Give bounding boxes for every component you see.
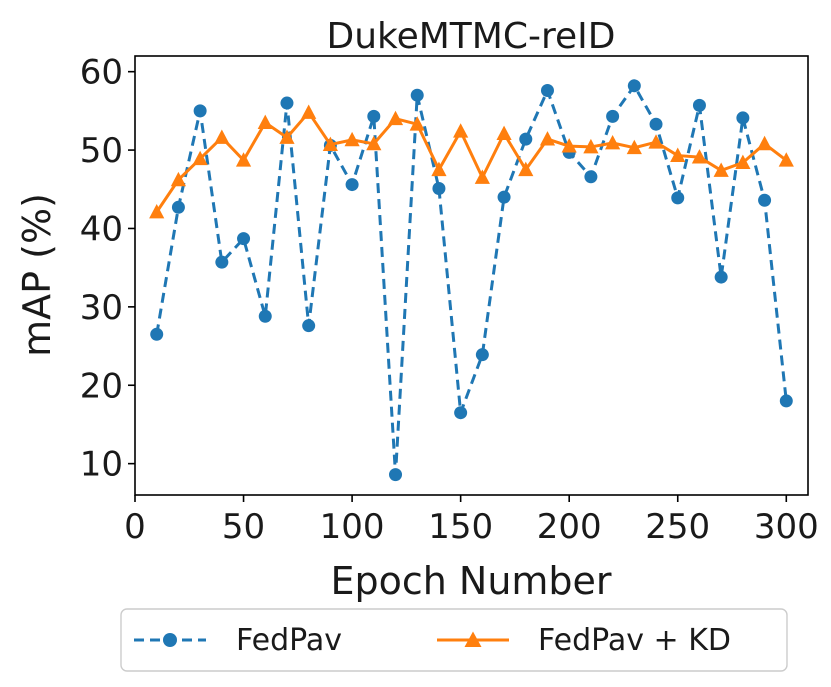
data-point-fedpav-kd-epoch-290: [756, 135, 773, 151]
data-point-fedpav-epoch-60: [258, 309, 272, 323]
data-point-fedpav-kd-epoch-30: [192, 150, 208, 166]
data-point-fedpav-kd-epoch-270: [713, 162, 729, 177]
data-point-fedpav-epoch-150: [454, 406, 468, 420]
data-point-fedpav-kd-epoch-70: [279, 129, 295, 144]
data-point-fedpav-kd-epoch-60: [257, 114, 273, 130]
data-point-fedpav-kd-epoch-100: [344, 131, 360, 147]
data-point-fedpav-epoch-220: [606, 109, 620, 123]
data-point-fedpav-kd-epoch-200: [561, 138, 577, 153]
data-point-fedpav-kd-epoch-220: [605, 135, 621, 150]
data-point-fedpav-epoch-250: [671, 191, 685, 205]
chart-title: DukeMTMC-reID: [327, 16, 616, 57]
data-point-fedpav-epoch-50: [237, 232, 251, 246]
data-point-fedpav-kd-epoch-170: [496, 125, 512, 141]
data-point-fedpav-kd-epoch-210: [583, 138, 599, 154]
data-point-fedpav-kd-epoch-40: [214, 129, 230, 144]
data-point-fedpav-epoch-70: [280, 96, 294, 110]
data-point-fedpav-epoch-80: [302, 319, 316, 333]
y-tick-label: 50: [80, 131, 123, 171]
x-tick-label: 150: [428, 507, 493, 547]
y-tick-label: 40: [80, 209, 123, 249]
data-point-fedpav-epoch-300: [779, 394, 793, 408]
data-point-fedpav-kd-epoch-140: [431, 161, 447, 177]
y-tick-label: 20: [80, 366, 123, 406]
x-tick-label: 50: [222, 507, 265, 547]
data-point-fedpav-epoch-270: [714, 270, 728, 284]
data-point-fedpav-kd-epoch-10: [149, 204, 165, 219]
data-point-fedpav-epoch-30: [193, 104, 207, 118]
data-point-fedpav-epoch-260: [692, 98, 706, 112]
x-tick-label: 300: [754, 507, 819, 547]
series-fedpav-kd: [149, 104, 794, 219]
legend-fedpav-kd-marker: [464, 631, 482, 647]
data-point-fedpav-epoch-160: [475, 348, 489, 362]
data-point-fedpav-kd-epoch-250: [670, 147, 686, 162]
data-point-fedpav-kd-epoch-80: [301, 104, 317, 119]
data-point-fedpav-epoch-20: [171, 200, 185, 214]
y-axis-label: mAP (%): [15, 193, 59, 357]
data-point-fedpav-epoch-100: [345, 178, 359, 192]
data-point-fedpav-kd-epoch-300: [778, 152, 794, 167]
data-point-fedpav-kd-epoch-230: [626, 139, 642, 155]
data-point-fedpav-kd-epoch-130: [409, 116, 425, 131]
legend: FedPav FedPav + KD: [120, 608, 788, 672]
series-line-fedpav-kd: [155, 110, 788, 213]
data-point-fedpav-kd-epoch-260: [691, 149, 708, 164]
y-tick-label: 60: [80, 53, 123, 93]
data-point-fedpav-epoch-240: [649, 117, 663, 131]
data-point-fedpav-epoch-170: [497, 190, 511, 204]
x-tick-label: 250: [645, 507, 710, 547]
data-point-fedpav-epoch-110: [367, 109, 381, 123]
data-point-fedpav-epoch-290: [758, 193, 772, 207]
chart-marks: [149, 79, 794, 482]
y-tick-label: 10: [80, 445, 123, 485]
data-point-fedpav-kd-epoch-240: [648, 134, 664, 149]
data-point-fedpav-epoch-210: [584, 170, 598, 184]
y-axis-ticks: 10 20 30 40 50 60: [80, 53, 135, 485]
x-tick-label: 100: [320, 507, 385, 547]
data-point-fedpav-epoch-180: [519, 132, 533, 146]
data-point-fedpav-epoch-40: [215, 255, 229, 269]
data-point-fedpav-kd-epoch-120: [387, 110, 404, 126]
data-point-fedpav-kd-epoch-280: [735, 154, 751, 170]
data-point-fedpav-kd-epoch-50: [235, 152, 252, 167]
data-point-fedpav-kd-epoch-90: [322, 136, 338, 151]
x-tick-label: 200: [537, 507, 602, 547]
data-point-fedpav-epoch-280: [736, 111, 750, 125]
x-axis-ticks: 0 50 100 150 200 250 300: [124, 495, 819, 547]
x-axis-label: Epoch Number: [330, 559, 611, 603]
y-tick-label: 30: [80, 288, 123, 328]
data-point-fedpav-kd-epoch-20: [170, 171, 187, 187]
data-point-fedpav-kd-epoch-180: [518, 161, 534, 177]
legend-fedpav-kd-label: FedPav + KD: [538, 623, 731, 658]
data-point-fedpav-kd-epoch-190: [539, 131, 556, 146]
data-point-fedpav-epoch-120: [389, 468, 403, 482]
data-point-fedpav-kd-epoch-110: [366, 135, 382, 151]
legend-fedpav-marker: [163, 633, 177, 647]
data-point-fedpav-kd-epoch-150: [453, 123, 469, 138]
data-point-fedpav-epoch-130: [410, 88, 424, 102]
plot-area-frame: [134, 55, 809, 496]
data-point-fedpav-epoch-140: [432, 181, 446, 195]
data-point-fedpav-epoch-10: [150, 327, 164, 341]
data-point-fedpav-epoch-190: [540, 83, 554, 97]
data-point-fedpav-epoch-230: [627, 79, 641, 93]
x-tick-label: 0: [124, 507, 146, 547]
data-point-fedpav-kd-epoch-160: [474, 169, 490, 184]
series-line-fedpav: [155, 84, 788, 477]
legend-fedpav-label: FedPav: [236, 623, 342, 658]
series-fedpav: [150, 79, 793, 482]
